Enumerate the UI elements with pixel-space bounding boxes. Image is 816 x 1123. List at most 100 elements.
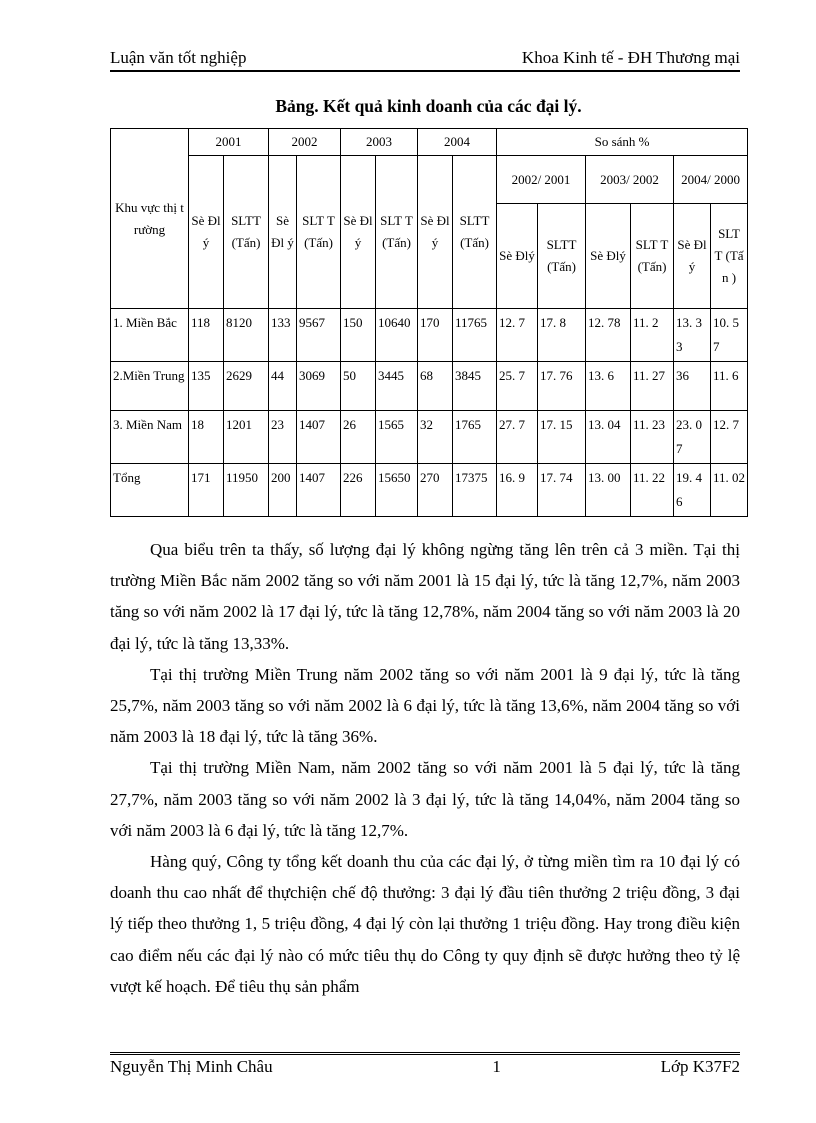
value-cell: 19. 46 (673, 463, 711, 517)
value-cell: 18 (188, 410, 224, 464)
value-cell: 8120 (223, 308, 269, 362)
period-header: 2004/ 2000 (672, 155, 749, 204)
header-right: Khoa Kinh tế - ĐH Thương mại (521, 48, 740, 67)
value-cell: 270 (417, 463, 453, 517)
qty-header: SLT T (Tấn ) (709, 203, 749, 309)
period-header: 2003/ 2002 (585, 155, 674, 204)
page-header: Luận văn tốt nghiệp Khoa Kinh tế - ĐH Th… (110, 48, 740, 72)
value-cell: 68 (417, 361, 453, 411)
value-cell: 15650 (375, 463, 418, 517)
table-row: 2.Miền Trung 135 2629 44 3069 50 3445 68 3845 25.… (110, 361, 749, 411)
paragraph: Qua biểu trên ta thấy, số lượng đại lý k… (110, 540, 740, 653)
region-cell: 2.Miền Trung (110, 361, 189, 411)
table-row: Tổng 171 11950 200 1407 226 15650 270 17375 16. 9… (110, 463, 749, 517)
value-cell: 1565 (375, 410, 418, 464)
count-header: Sè Đl ý (268, 155, 297, 309)
qty-header: SLT T (Tấn) (296, 155, 341, 309)
value-cell: 10. 57 (709, 308, 749, 362)
value-cell: 13. 04 (585, 410, 631, 464)
count-header: Sè Đlý (340, 155, 376, 309)
value-cell: 1765 (452, 410, 497, 464)
value-cell: 200 (268, 463, 297, 517)
value-cell: 17. 74 (537, 463, 586, 517)
value-cell: 171 (188, 463, 224, 517)
header-row-periods: Sè Đlý SLTT (Tấn) Sè Đl ý SLT T (Tấn) Sè… (111, 155, 749, 309)
value-cell: 23 (268, 410, 297, 464)
value-cell: 50 (340, 361, 376, 411)
paragraph: Tại thị trường Miền Trung năm 2002 tăng … (110, 664, 740, 747)
paragraph: Tại thị trường Miền Nam, năm 2002 tăng s… (110, 758, 740, 840)
year-header: 2002 (268, 128, 341, 156)
count-header: Sè Đlý (417, 155, 453, 309)
qty-header: SLT T (Tấn) (375, 155, 418, 309)
value-cell: 2629 (223, 361, 269, 411)
year-header: 2004 (417, 128, 497, 156)
qty-header: SLTT (Tấn) (223, 155, 269, 309)
value-cell: 13. 6 (585, 361, 631, 411)
value-cell: 1201 (223, 410, 269, 464)
value-cell: 13. 00 (585, 463, 631, 517)
region-header: Khu vực thị trường (110, 128, 189, 309)
value-cell: 11. 23 (630, 410, 674, 464)
region-cell: Tổng (110, 463, 189, 517)
value-cell: 32 (417, 410, 453, 464)
value-cell: 3845 (452, 361, 497, 411)
value-cell: 27. 7 (496, 410, 538, 464)
value-cell: 133 (268, 308, 297, 362)
count-header: Sè Đlý (585, 203, 631, 309)
value-cell: 1407 (296, 463, 341, 517)
value-cell: 12. 7 (709, 410, 749, 464)
value-cell: 9567 (296, 308, 341, 362)
value-cell: 11. 02 (709, 463, 749, 517)
value-cell: 226 (340, 463, 376, 517)
value-cell: 25. 7 (496, 361, 538, 411)
value-cell: 135 (188, 361, 224, 411)
value-cell: 12. 78 (585, 308, 631, 362)
period-header: 2002/ 2001 (496, 155, 586, 204)
value-cell: 3445 (375, 361, 418, 411)
page-number: 1 (492, 1057, 501, 1076)
value-cell: 16. 9 (496, 463, 538, 517)
footer-class: Lớp K37F2 (660, 1057, 740, 1076)
table-row: 3. Miền Nam 18 1201 23 1407 26 1565 32 1765 27. 7… (110, 410, 749, 464)
value-cell: 17. 15 (537, 410, 586, 464)
value-cell: 36 (673, 361, 711, 411)
value-cell: 13. 33 (673, 308, 711, 362)
value-cell: 12. 7 (496, 308, 538, 362)
year-header: 2001 (188, 128, 269, 156)
footer-author: Nguyễn Thị Minh Châu (110, 1057, 273, 1076)
table-row: 1. Miền Bắc 118 8120 133 9567 150 10640 170 1176… (110, 308, 749, 362)
header-left: Luận văn tốt nghiệp (110, 48, 247, 67)
header-row-sub: Sè Đlý SLTT (Tấn) Sè Đlý SLT T (Tấn) Sè … (111, 203, 749, 309)
value-cell: 118 (188, 308, 224, 362)
value-cell: 11. 6 (709, 361, 749, 411)
qty-header: SLTT (Tấn) (537, 203, 586, 309)
value-cell: 44 (268, 361, 297, 411)
value-cell: 17375 (452, 463, 497, 517)
page-footer: Nguyễn Thị Minh Châu 1 Lớp K37F2 (110, 1052, 740, 1077)
region-cell: 1. Miền Bắc (110, 308, 189, 362)
header-row-years: Khu vực thị trường 2001 2002 2003 2004 S… (110, 128, 749, 309)
value-cell: 11. 27 (630, 361, 674, 411)
results-table: Khu vực thị trường 2001 2002 2003 2004 S… (110, 128, 749, 517)
qty-header: SLT T (Tấn) (630, 203, 674, 309)
body-text: Qua biểu trên ta thấy, số lượng đại lý k… (110, 534, 740, 1002)
count-header: Sè Đlý (496, 203, 538, 309)
paragraph: Hàng quý, Công ty tổng kết doanh thu của… (110, 852, 740, 996)
value-cell: 23. 07 (673, 410, 711, 464)
count-header: Sè Đlý (673, 203, 711, 309)
count-header: Sè Đlý (188, 155, 224, 309)
value-cell: 17. 76 (537, 361, 586, 411)
value-cell: 11. 22 (630, 463, 674, 517)
value-cell: 17. 8 (537, 308, 586, 362)
value-cell: 26 (340, 410, 376, 464)
region-cell: 3. Miền Nam (110, 410, 189, 464)
year-header: 2003 (340, 128, 418, 156)
value-cell: 11765 (452, 308, 497, 362)
value-cell: 150 (340, 308, 376, 362)
compare-header: So sánh % (495, 128, 749, 156)
value-cell: 3069 (296, 361, 341, 411)
value-cell: 170 (417, 308, 453, 362)
value-cell: 11. 2 (630, 308, 674, 362)
value-cell: 10640 (375, 308, 418, 362)
